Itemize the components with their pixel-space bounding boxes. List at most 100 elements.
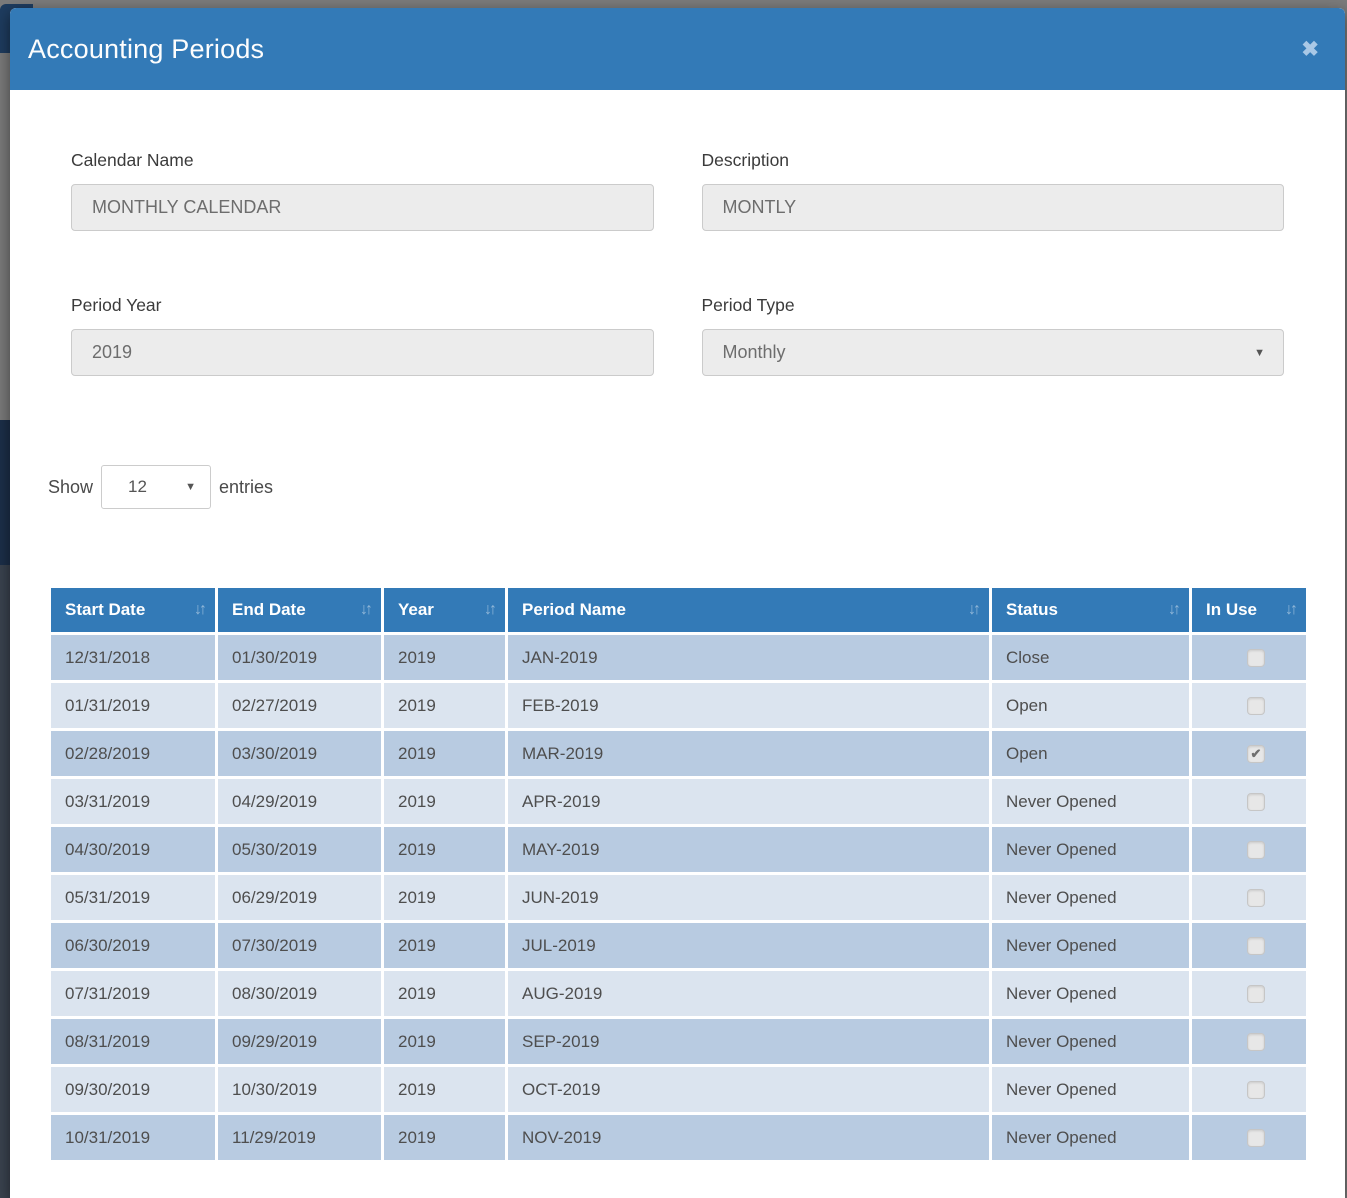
period-name-cell: APR-2019 bbox=[505, 776, 992, 827]
sort-icon[interactable]: ↓↑ bbox=[968, 601, 981, 618]
column-label: Status bbox=[1006, 600, 1058, 619]
sort-icon[interactable]: ↓↑ bbox=[194, 601, 207, 618]
entries-label: entries bbox=[219, 476, 274, 497]
period-name-cell: JUN-2019 bbox=[505, 872, 992, 923]
column-header-start-date[interactable]: Start Date ↓↑ bbox=[48, 585, 218, 635]
sort-icon[interactable]: ↓↑ bbox=[1168, 601, 1181, 618]
end-date-cell: 02/27/2019 bbox=[215, 680, 384, 731]
column-label: Period Name bbox=[522, 600, 626, 619]
status-cell: Open bbox=[989, 680, 1192, 731]
year-cell: 2019 bbox=[381, 968, 508, 1019]
in-use-cell bbox=[1189, 776, 1309, 827]
calendar-name-field-group: Calendar Name MONTHLY CALENDAR bbox=[71, 150, 654, 231]
in-use-checkbox[interactable] bbox=[1247, 841, 1265, 860]
end-date-cell: 04/29/2019 bbox=[215, 776, 384, 827]
in-use-checkbox[interactable] bbox=[1247, 1081, 1265, 1100]
table-row: 01/31/2019 02/27/2019 2019 FEB-2019 Open bbox=[48, 680, 1309, 731]
start-date-cell: 05/31/2019 bbox=[48, 872, 218, 923]
table-row: 06/30/2019 07/30/2019 2019 JUL-2019 Neve… bbox=[48, 920, 1309, 971]
table-row: 07/31/2019 08/30/2019 2019 AUG-2019 Neve… bbox=[48, 968, 1309, 1019]
end-date-cell: 03/30/2019 bbox=[215, 728, 384, 779]
column-label: Start Date bbox=[65, 600, 146, 619]
table-row: 08/31/2019 09/29/2019 2019 SEP-2019 Neve… bbox=[48, 1016, 1309, 1067]
sort-icon[interactable]: ↓↑ bbox=[1285, 601, 1298, 618]
start-date-cell: 07/31/2019 bbox=[48, 968, 218, 1019]
in-use-checkbox[interactable] bbox=[1247, 1033, 1265, 1052]
description-label: Description bbox=[701, 150, 790, 170]
in-use-cell bbox=[1189, 632, 1309, 683]
in-use-cell bbox=[1189, 920, 1309, 971]
background-sidebar-sliver-upper bbox=[0, 420, 11, 565]
end-date-cell: 07/30/2019 bbox=[215, 920, 384, 971]
entries-select-value: 12 bbox=[128, 477, 147, 496]
period-type-field-group: Period Type Monthly ▼ bbox=[701, 295, 1284, 376]
start-date-cell: 09/30/2019 bbox=[48, 1064, 218, 1115]
status-cell: Never Opened bbox=[989, 776, 1192, 827]
in-use-checkbox[interactable] bbox=[1247, 937, 1265, 956]
in-use-checkbox[interactable] bbox=[1247, 985, 1265, 1004]
start-date-cell: 10/31/2019 bbox=[48, 1112, 218, 1163]
table-row: 04/30/2019 05/30/2019 2019 MAY-2019 Neve… bbox=[48, 824, 1309, 875]
in-use-checkbox[interactable] bbox=[1247, 793, 1265, 812]
year-cell: 2019 bbox=[381, 632, 508, 683]
start-date-cell: 12/31/2018 bbox=[48, 632, 218, 683]
column-header-year[interactable]: Year ↓↑ bbox=[381, 585, 508, 635]
in-use-checkbox[interactable] bbox=[1247, 1129, 1265, 1148]
period-year-input[interactable]: 2019 bbox=[71, 329, 654, 376]
period-type-select[interactable]: Monthly ▼ bbox=[701, 329, 1284, 376]
period-year-field-group: Period Year 2019 bbox=[71, 295, 654, 376]
accounting-periods-modal: Accounting Periods ✖ Calendar Name MONTH… bbox=[10, 8, 1345, 1198]
period-year-value: 2019 bbox=[92, 342, 133, 362]
period-name-cell: FEB-2019 bbox=[505, 680, 992, 731]
column-header-period-name[interactable]: Period Name ↓↑ bbox=[505, 585, 992, 635]
description-field-group: Description MONTLY bbox=[701, 150, 1284, 231]
period-name-cell: SEP-2019 bbox=[505, 1016, 992, 1067]
calendar-name-input[interactable]: MONTHLY CALENDAR bbox=[71, 184, 654, 231]
table-row: 02/28/2019 03/30/2019 2019 MAR-2019 Open… bbox=[48, 728, 1309, 779]
period-name-cell: OCT-2019 bbox=[505, 1064, 992, 1115]
status-cell: Open bbox=[989, 728, 1192, 779]
in-use-checkbox[interactable] bbox=[1247, 889, 1265, 908]
column-header-in-use[interactable]: In Use ↓↑ bbox=[1189, 585, 1309, 635]
period-name-cell: AUG-2019 bbox=[505, 968, 992, 1019]
table-row: 12/31/2018 01/30/2019 2019 JAN-2019 Clos… bbox=[48, 632, 1309, 683]
calendar-name-label: Calendar Name bbox=[71, 150, 194, 170]
in-use-cell bbox=[1189, 1016, 1309, 1067]
entries-control: Show 12 ▼ entries bbox=[48, 465, 1345, 509]
end-date-cell: 10/30/2019 bbox=[215, 1064, 384, 1115]
description-input[interactable]: MONTLY bbox=[701, 184, 1284, 231]
end-date-cell: 09/29/2019 bbox=[215, 1016, 384, 1067]
year-cell: 2019 bbox=[381, 680, 508, 731]
year-cell: 2019 bbox=[381, 920, 508, 971]
status-cell: Close bbox=[989, 632, 1192, 683]
end-date-cell: 05/30/2019 bbox=[215, 824, 384, 875]
in-use-checkbox[interactable] bbox=[1247, 649, 1265, 668]
year-cell: 2019 bbox=[381, 824, 508, 875]
column-header-end-date[interactable]: End Date ↓↑ bbox=[215, 585, 384, 635]
period-type-label: Period Type bbox=[701, 295, 795, 315]
period-year-label: Period Year bbox=[71, 295, 162, 315]
column-label: End Date bbox=[232, 600, 306, 619]
column-header-status[interactable]: Status ↓↑ bbox=[989, 585, 1192, 635]
entries-select[interactable]: 12 ▼ bbox=[101, 465, 212, 509]
in-use-checkbox[interactable] bbox=[1247, 697, 1265, 716]
status-cell: Never Opened bbox=[989, 1064, 1192, 1115]
end-date-cell: 08/30/2019 bbox=[215, 968, 384, 1019]
status-cell: Never Opened bbox=[989, 920, 1192, 971]
form-section: Calendar Name MONTHLY CALENDAR Descripti… bbox=[71, 150, 1284, 376]
show-label: Show bbox=[48, 476, 94, 497]
sort-icon[interactable]: ↓↑ bbox=[360, 601, 373, 618]
sort-icon[interactable]: ↓↑ bbox=[484, 601, 497, 618]
end-date-cell: 06/29/2019 bbox=[215, 872, 384, 923]
background-sidebar-sliver-lower bbox=[0, 565, 11, 1198]
in-use-cell bbox=[1189, 1064, 1309, 1115]
table-body: 12/31/2018 01/30/2019 2019 JAN-2019 Clos… bbox=[48, 632, 1309, 1163]
start-date-cell: 03/31/2019 bbox=[48, 776, 218, 827]
in-use-checkbox[interactable]: ✔ bbox=[1247, 745, 1265, 764]
in-use-cell: ✔ bbox=[1189, 728, 1309, 779]
column-label: In Use bbox=[1206, 600, 1258, 619]
year-cell: 2019 bbox=[381, 1064, 508, 1115]
close-icon[interactable]: ✖ bbox=[1301, 37, 1319, 61]
in-use-cell bbox=[1189, 1112, 1309, 1163]
table-row: 03/31/2019 04/29/2019 2019 APR-2019 Neve… bbox=[48, 776, 1309, 827]
